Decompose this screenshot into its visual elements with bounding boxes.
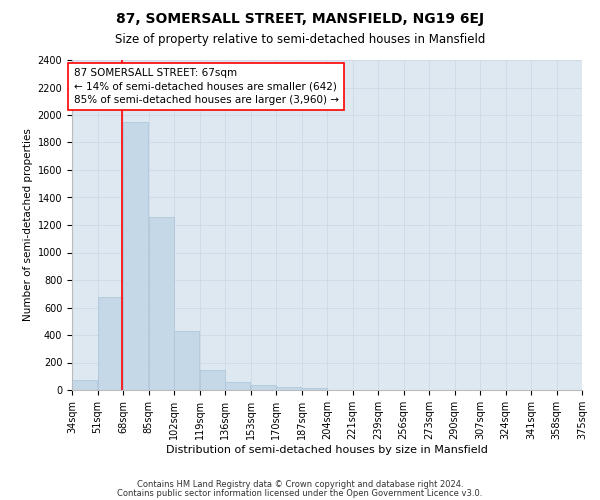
Text: Contains public sector information licensed under the Open Government Licence v3: Contains public sector information licen… [118,489,482,498]
Y-axis label: Number of semi-detached properties: Number of semi-detached properties [23,128,34,322]
Bar [251,384,276,390]
Bar [225,382,250,390]
Bar [276,386,301,390]
Bar [200,370,225,390]
Text: Size of property relative to semi-detached houses in Mansfield: Size of property relative to semi-detach… [115,32,485,46]
Bar [302,388,327,390]
Bar [98,296,123,390]
X-axis label: Distribution of semi-detached houses by size in Mansfield: Distribution of semi-detached houses by … [166,444,488,454]
Text: 87, SOMERSALL STREET, MANSFIELD, NG19 6EJ: 87, SOMERSALL STREET, MANSFIELD, NG19 6E… [116,12,484,26]
Text: 87 SOMERSALL STREET: 67sqm
← 14% of semi-detached houses are smaller (642)
85% o: 87 SOMERSALL STREET: 67sqm ← 14% of semi… [74,68,338,104]
Text: Contains HM Land Registry data © Crown copyright and database right 2024.: Contains HM Land Registry data © Crown c… [137,480,463,489]
Bar [149,217,174,390]
Bar [174,331,199,390]
Bar [72,380,97,390]
Bar [123,122,148,390]
